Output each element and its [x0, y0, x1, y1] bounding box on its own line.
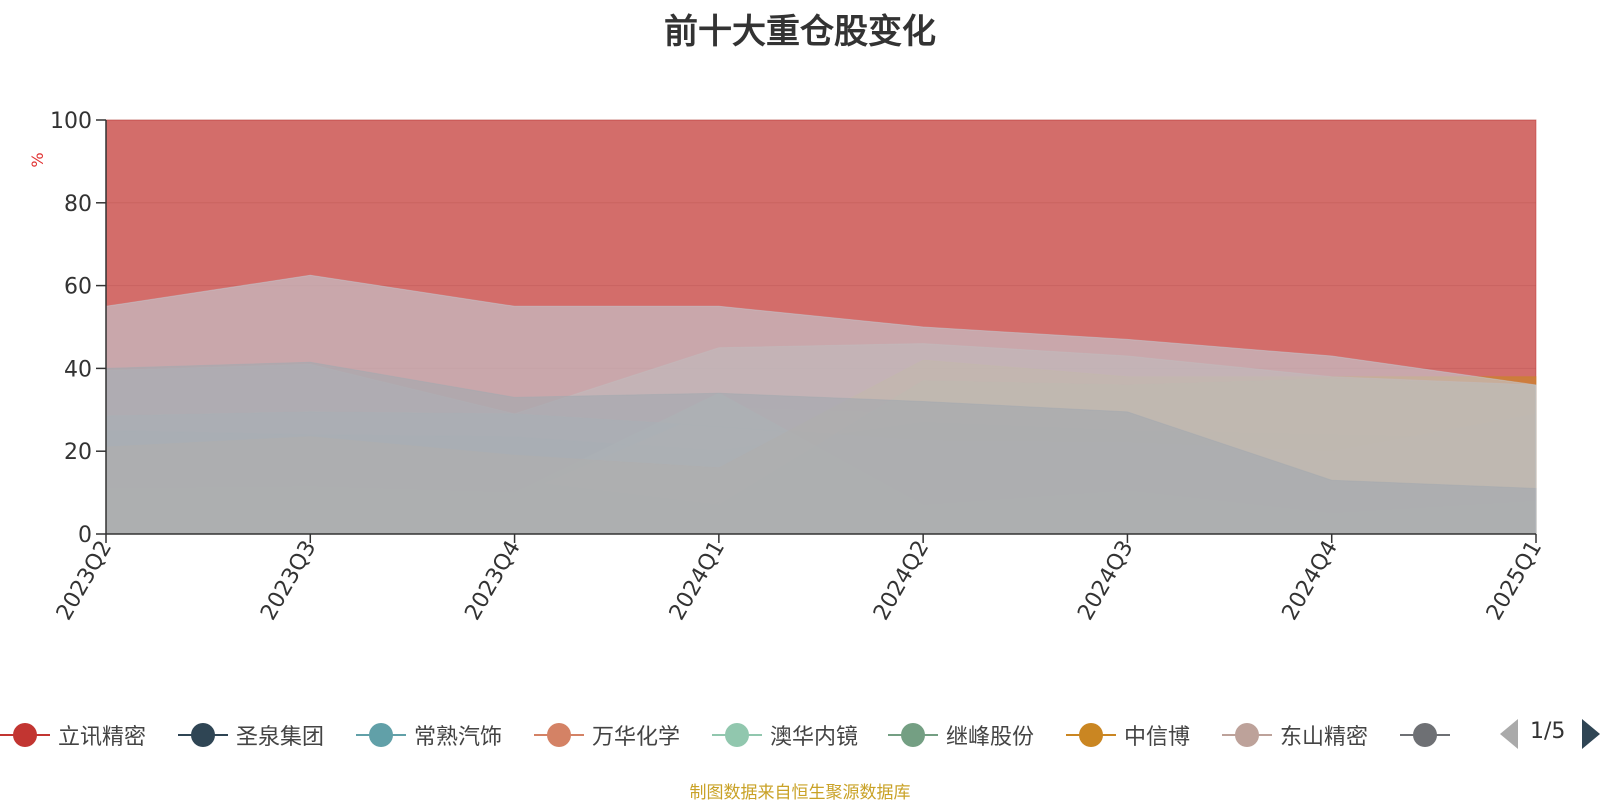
legend-item[interactable]: 中信博 [1066, 710, 1190, 760]
legend-page-indicator: 1/5 [1530, 719, 1566, 744]
x-tick-label: 2024Q4 [1278, 537, 1343, 625]
legend-item[interactable]: 立讯精密 [0, 710, 146, 760]
y-tick-label: 0 [78, 523, 92, 548]
y-tick-label: 60 [64, 275, 92, 300]
legend-item[interactable]: 常熟汽饰 [356, 710, 502, 760]
legend-label: 圣泉集团 [236, 725, 325, 750]
x-tick-label: 2024Q2 [869, 537, 934, 625]
legend-marker-icon [178, 720, 228, 750]
legend-marker-icon [1066, 720, 1116, 750]
legend-item[interactable]: 巨化股份 [1400, 710, 1460, 760]
y-axis-unit-label: % [28, 152, 47, 167]
legend-item[interactable]: 澳华内镜 [712, 710, 858, 760]
legend-prev-page-icon[interactable] [1500, 719, 1518, 749]
chart-title: 前十大重仓股变化 [664, 12, 936, 52]
legend-next-page-icon[interactable] [1582, 719, 1600, 749]
y-tick-label: 100 [50, 109, 92, 134]
x-tick-label: 2023Q4 [460, 537, 525, 625]
legend-marker-icon [1400, 720, 1450, 750]
legend-label: 澳华内镜 [770, 725, 859, 750]
data-source-note: 制图数据来自恒生聚源数据库 [689, 783, 911, 803]
legend-marker-icon [0, 720, 50, 750]
legend-item[interactable]: 圣泉集团 [178, 710, 324, 760]
series-areas [105, 119, 1537, 535]
x-tick-label: 2024Q1 [665, 537, 730, 625]
legend: 立讯精密 圣泉集团 常熟汽饰 万华化学 澳华内镜 继峰股份 中信博 东山精密 巨化股份 [0, 710, 1460, 760]
y-tick-label: 40 [64, 357, 92, 382]
x-tick-label: 2024Q3 [1073, 537, 1138, 625]
legend-item[interactable]: 继峰股份 [888, 710, 1034, 760]
legend-label: 东山精密 [1280, 725, 1369, 750]
legend-marker-icon [712, 720, 762, 750]
legend-label: 继峰股份 [946, 725, 1035, 750]
legend-marker-icon [356, 720, 406, 750]
legend-label: 立讯精密 [58, 725, 147, 750]
legend-marker-icon [888, 720, 938, 750]
legend-item[interactable]: 万华化学 [534, 710, 680, 760]
legend-item[interactable]: 东山精密 [1222, 710, 1368, 760]
legend-label: 万华化学 [592, 725, 681, 750]
x-tick-label: 2023Q2 [52, 537, 117, 625]
legend-marker-icon [534, 720, 584, 750]
y-tick-label: 20 [64, 440, 92, 465]
legend-pager: 1/5 [1500, 717, 1600, 751]
y-tick-label: 80 [64, 192, 92, 217]
legend-label: 常熟汽饰 [414, 725, 503, 750]
legend-marker-icon [1222, 720, 1272, 750]
legend-label: 中信博 [1124, 725, 1191, 750]
x-tick-label: 2025Q1 [1482, 537, 1547, 625]
area-chart: 0 20 40 60 80 100 2023Q2 2023Q3 2023Q4 2024Q1 2024… [28, 109, 1547, 625]
legend-label: 巨化股份 [1458, 719, 1460, 751]
x-tick-label: 2023Q3 [256, 537, 321, 625]
